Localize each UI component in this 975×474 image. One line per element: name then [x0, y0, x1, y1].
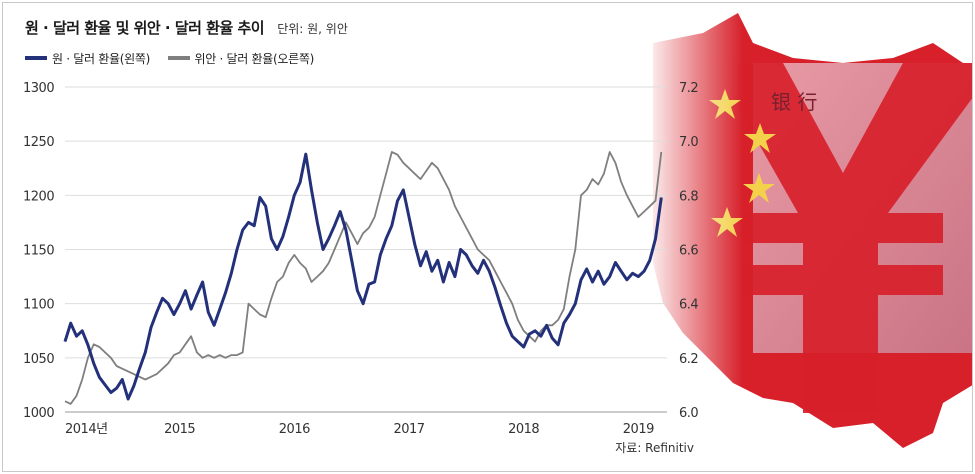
y-right-tick-label: 6.8 [679, 189, 698, 204]
series-line-krw [63, 152, 663, 401]
x-tick-label: 2015 [164, 422, 195, 437]
y-right-tick-label: 6.6 [679, 244, 698, 259]
y-right-tick-label: 6.0 [679, 406, 698, 421]
legend-label-cny: 위안 · 달러 환율(오른쪽) [194, 51, 315, 66]
unit-note: 단위: 원, 위안 [277, 22, 348, 36]
y-left-tick-label: 1200 [23, 189, 54, 204]
legend-swatch-cny [167, 56, 190, 60]
y-right-tick-label: 7.0 [679, 135, 698, 150]
title-row: 원 · 달러 환율 및 위안 · 달러 환율 추이 단위: 원, 위안 [25, 17, 348, 38]
legend-item-krw: 원 · 달러 환율(왼쪽) [25, 50, 150, 67]
y-left-tick-label: 1050 [23, 352, 54, 367]
x-tick-label: 2017 [393, 422, 424, 437]
y-right-tick-label: 7.2 [679, 81, 698, 96]
y-left-tick-label: 1300 [23, 81, 54, 96]
x-tick-label: 2019 [623, 422, 654, 437]
y-left-tick-label: 1150 [23, 244, 54, 259]
y-left-tick-label: 1000 [23, 406, 54, 421]
x-tick-label: 2018 [508, 422, 539, 437]
legend-item-cny: 위안 · 달러 환율(오른쪽) [167, 50, 315, 67]
y-left-tick-label: 1100 [23, 298, 54, 313]
y-left-tick-label: 1250 [23, 135, 54, 150]
series-line-cny [64, 151, 663, 405]
exchange-rate-chart: 1000 1050 1100 1150 1200 1250 1300 6.0 6.2 6.4 6.6… [23, 81, 699, 437]
x-tick-label: 2016 [279, 422, 310, 437]
chart-title: 원 · 달러 환율 및 위안 · 달러 환율 추이 [25, 19, 265, 37]
source-note: 자료: Refinitiv [615, 441, 694, 455]
legend-label-krw: 원 · 달러 환율(왼쪽) [52, 51, 151, 66]
y-right-tick-label: 6.2 [679, 352, 698, 367]
yuan-artwork: 银 行 [643, 3, 972, 471]
y-right-tick-label: 6.4 [679, 298, 698, 313]
x-tick-label: 2014년 [65, 422, 108, 437]
legend-swatch-krw [25, 56, 47, 60]
legend: 원 · 달러 환율(왼쪽) 위안 · 달러 환율(오른쪽) [25, 49, 328, 67]
